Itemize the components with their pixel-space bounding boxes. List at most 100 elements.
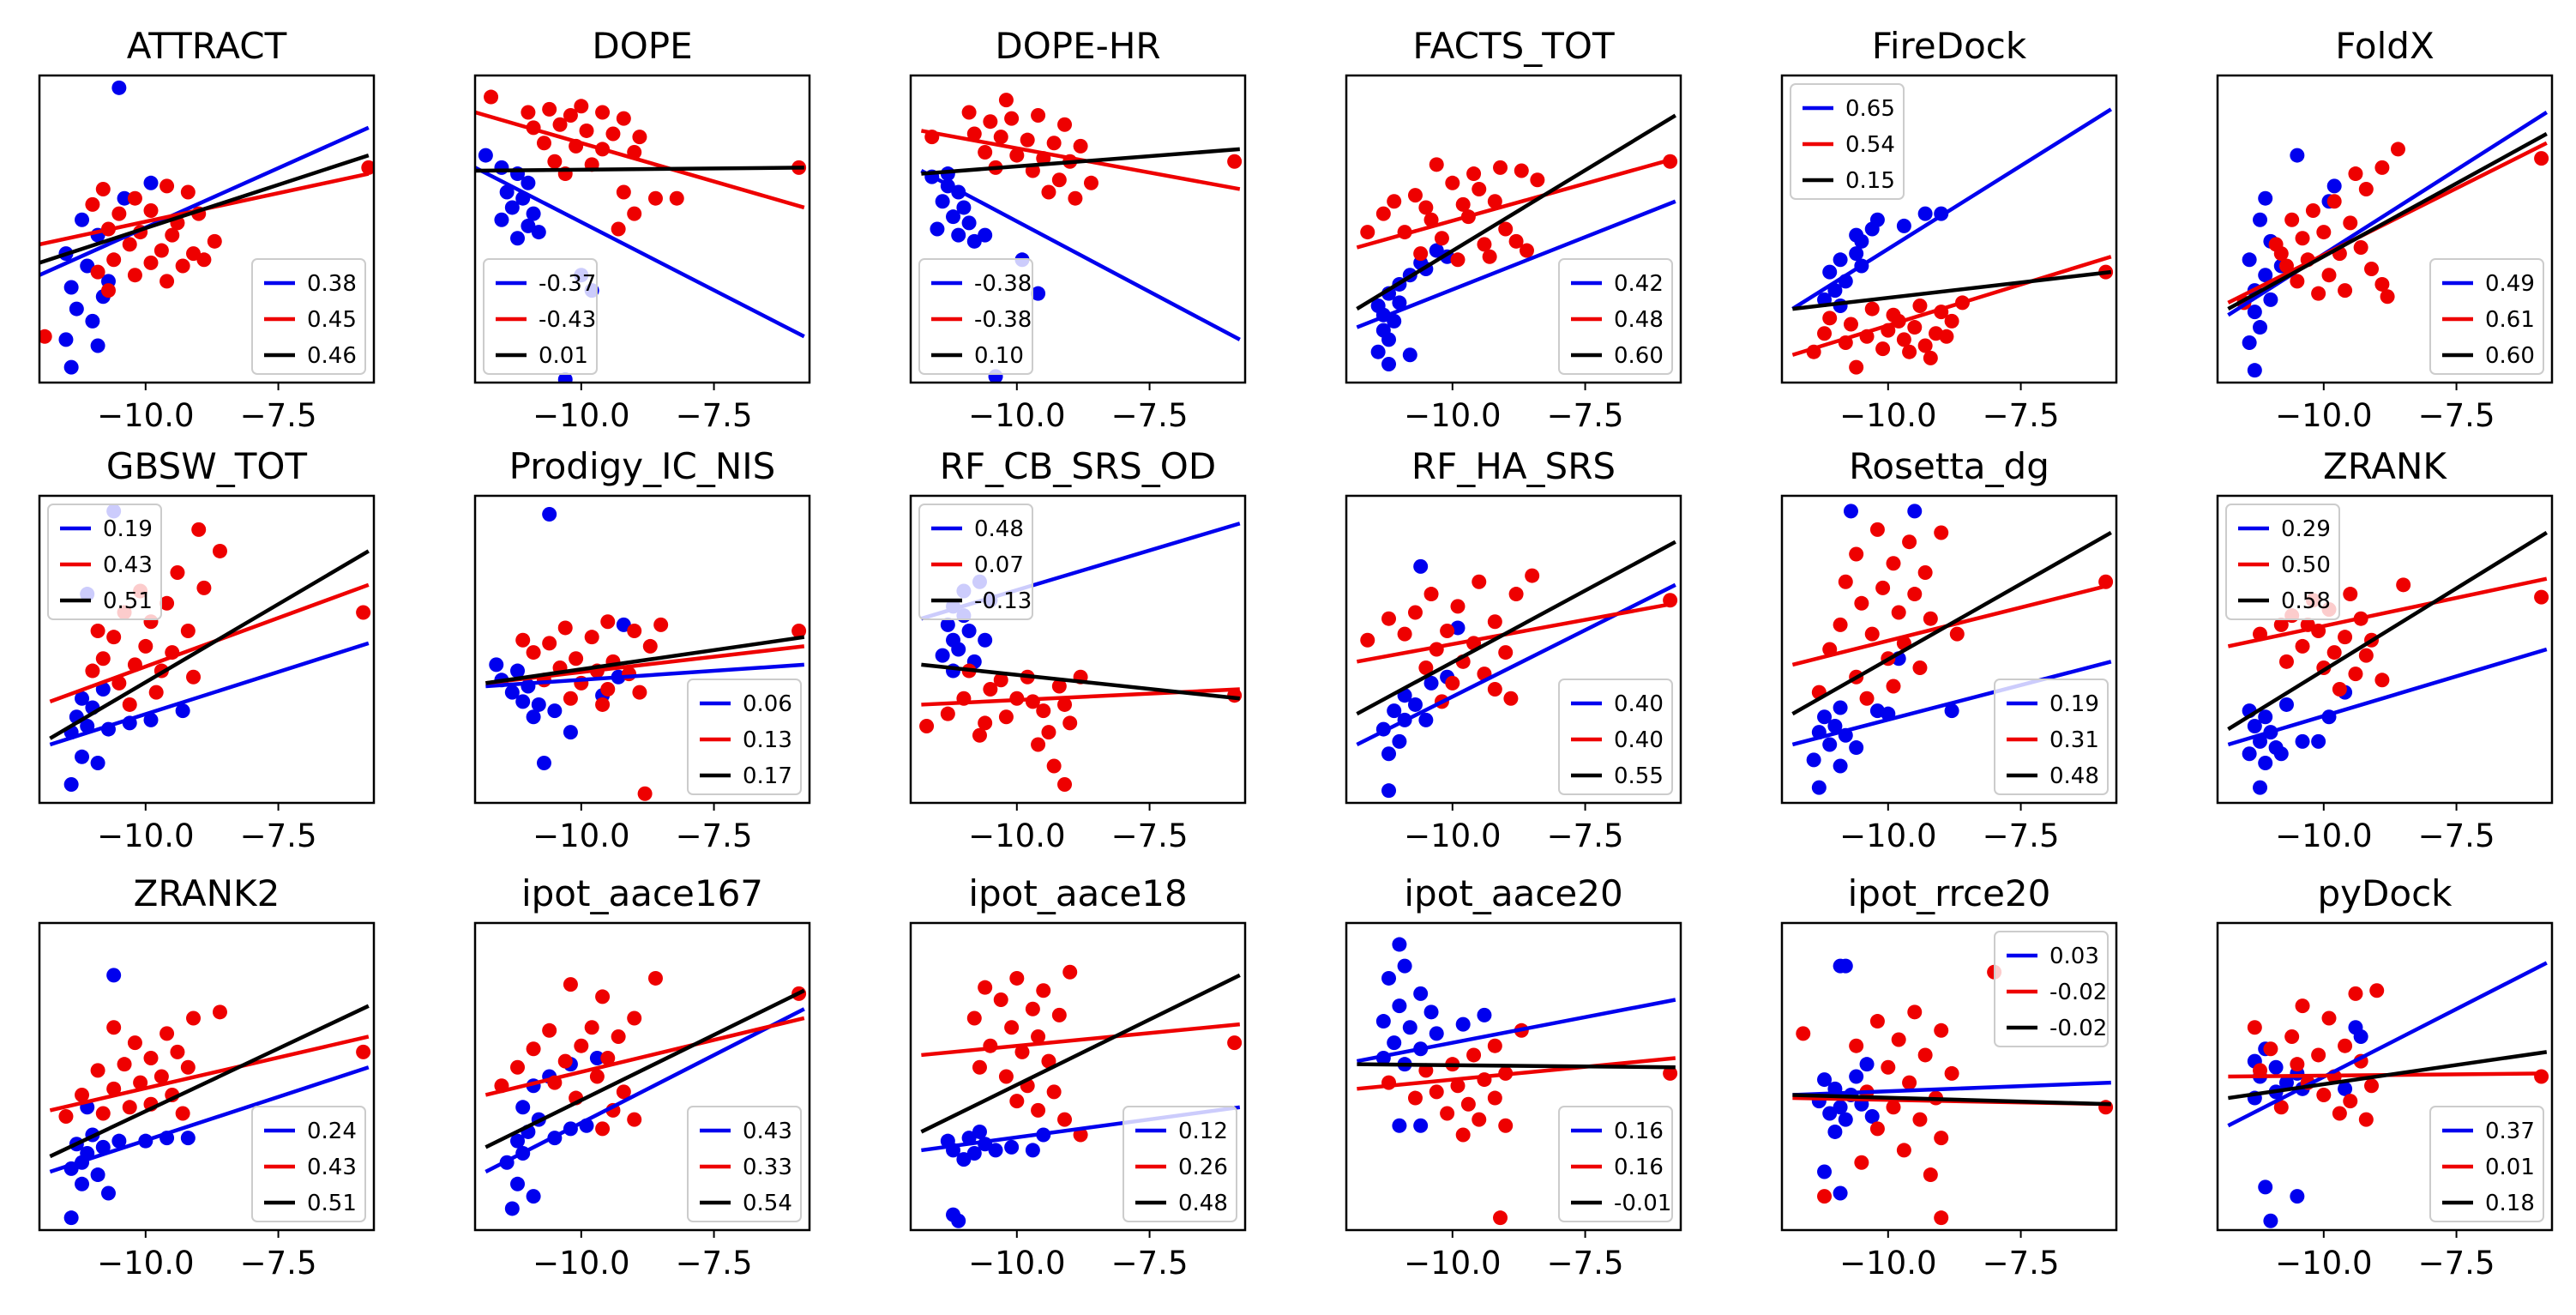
legend-box <box>918 504 1033 620</box>
data-point <box>642 638 658 654</box>
data-point <box>627 206 642 221</box>
data-point <box>1009 1094 1025 1109</box>
axes-frame <box>909 921 1247 1232</box>
data-point <box>478 148 493 163</box>
data-point <box>557 1053 573 1069</box>
data-point <box>95 1139 111 1155</box>
legend-label: 0.10 <box>974 343 1024 369</box>
data-point <box>1934 1022 1949 1038</box>
data-point <box>207 233 222 249</box>
data-point <box>1881 1059 1896 1075</box>
data-point <box>2295 638 2310 654</box>
legend-label: 0.40 <box>1614 691 1664 717</box>
data-point <box>499 184 515 200</box>
plot-area <box>2227 531 2549 795</box>
x-tick-label: −10.0 <box>2275 1245 2372 1282</box>
data-point <box>627 624 642 639</box>
data-point <box>569 651 584 667</box>
plot-area <box>1792 958 2114 1226</box>
data-point <box>2247 305 2262 320</box>
data-point <box>961 105 977 120</box>
data-point <box>494 160 509 175</box>
regression-line <box>49 641 370 747</box>
data-point <box>1413 558 1429 574</box>
data-point <box>2263 292 2278 307</box>
legend-label: -0.02 <box>2049 1016 2107 1041</box>
data-point <box>175 703 190 719</box>
legend-label: 0.48 <box>1614 307 1664 333</box>
data-point <box>1472 574 1487 589</box>
data-point <box>574 99 589 114</box>
data-point <box>2247 1020 2262 1035</box>
regression-line <box>475 166 805 339</box>
data-point <box>1472 181 1487 196</box>
data-point <box>90 1063 105 1078</box>
data-point <box>1009 970 1025 986</box>
data-point <box>117 190 132 206</box>
axes-frame <box>1780 494 2118 805</box>
subplot: RF_HA_SRS −10.0 −7.5 0.40 0.40 0.55 <box>1345 445 1682 854</box>
data-point <box>143 203 159 219</box>
regression-line <box>1356 601 1676 664</box>
data-point <box>2305 203 2320 219</box>
data-point <box>1817 709 1833 725</box>
data-point <box>563 977 578 992</box>
data-point <box>1487 614 1502 630</box>
axes-frame <box>38 494 376 805</box>
data-point <box>2290 1189 2305 1204</box>
data-point <box>1455 1127 1471 1143</box>
data-point <box>1460 1096 1476 1112</box>
legend-box <box>2225 504 2340 620</box>
data-point <box>186 246 202 262</box>
legend-box <box>2429 258 2544 375</box>
data-point <box>85 663 100 679</box>
legend-label: 0.65 <box>1845 96 1895 122</box>
data-point <box>1051 172 1067 188</box>
data-point <box>1833 1185 1848 1201</box>
subplot-title: RF_HA_SRS <box>1411 445 1616 487</box>
data-point <box>1375 206 1391 221</box>
data-point <box>2343 1094 2358 1109</box>
axes-frame <box>38 74 376 384</box>
subplot-title: ipot_rrce20 <box>1848 872 2051 914</box>
data-point <box>600 614 616 630</box>
legend: 0.49 0.61 0.60 <box>2429 258 2544 375</box>
data-point <box>106 1081 122 1096</box>
data-point <box>90 264 105 280</box>
data-point <box>1833 758 1848 774</box>
data-point <box>1466 1047 1482 1063</box>
data-point <box>1418 712 1434 727</box>
legend-label: 0.19 <box>103 516 153 542</box>
regression-line <box>1356 998 1676 1064</box>
data-point <box>966 1010 982 1026</box>
data-point <box>1445 675 1460 691</box>
data-point <box>1051 679 1067 694</box>
regression-line <box>921 662 1241 701</box>
data-point <box>2284 212 2300 227</box>
subplot-title: Prodigy_IC_NIS <box>509 445 776 487</box>
data-point <box>1041 184 1056 200</box>
data-point <box>2284 1028 2300 1044</box>
legend-label: 0.55 <box>1614 763 1664 789</box>
legend-box <box>1994 679 2109 795</box>
data-point <box>2332 1106 2347 1121</box>
data-point <box>1083 175 1098 190</box>
data-point <box>2321 268 2337 283</box>
regression-line <box>1356 156 1676 250</box>
data-point <box>1944 1065 1959 1081</box>
subplot-title: FireDock <box>1872 25 2027 67</box>
data-point <box>1849 246 1864 262</box>
data-point <box>196 252 212 268</box>
data-point <box>1859 1057 1875 1072</box>
regression-line <box>49 1004 370 1159</box>
data-point <box>90 338 105 353</box>
data-point <box>616 1084 631 1100</box>
plot-area <box>920 93 1243 383</box>
regression-line <box>1356 199 1676 329</box>
data-point <box>1864 1109 1880 1125</box>
x-tick-label: −10.0 <box>97 1245 194 1282</box>
data-point <box>1902 534 1917 550</box>
data-point <box>595 697 611 712</box>
data-point <box>2534 589 2549 605</box>
